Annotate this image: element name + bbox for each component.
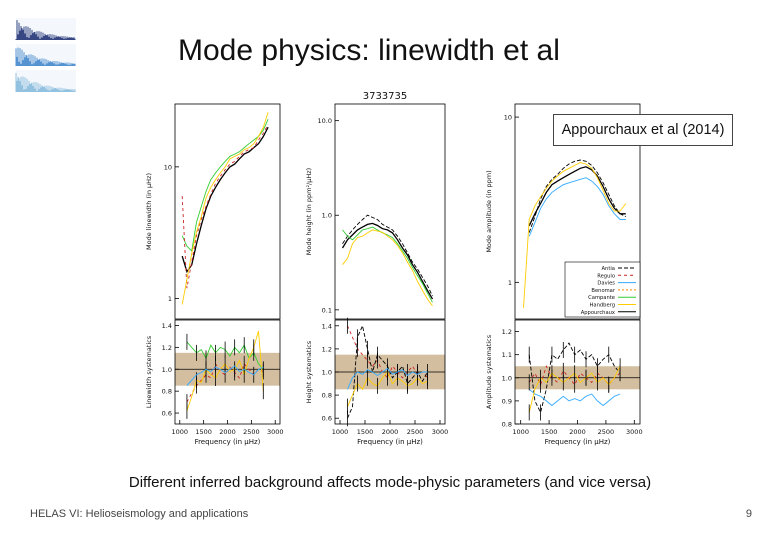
- slide-caption: Different inferred background affects mo…: [128, 474, 652, 491]
- series-line-regulo: [528, 364, 621, 386]
- legend-label: Regulo: [597, 273, 615, 279]
- x-tick-label: 1000: [332, 428, 349, 436]
- x-tick-label: 2500: [598, 428, 615, 436]
- y-tick-label: 10: [504, 114, 512, 122]
- x-axis-label: Frequency (in μHz): [195, 438, 261, 446]
- series-line-handberg: [523, 162, 627, 308]
- y-axis-label: Amplitude systematics: [485, 334, 493, 409]
- series-line-handberg: [181, 112, 269, 305]
- citation-box: Appourchaux et al (2014): [553, 114, 733, 146]
- x-tick-label: 2500: [407, 428, 424, 436]
- x-tick-label: 1500: [541, 428, 558, 436]
- y-tick-label: 1.2: [322, 345, 332, 353]
- x-tick-label: 3000: [432, 428, 449, 436]
- y-tick-label: 0.6: [162, 410, 172, 418]
- x-tick-label: 2000: [219, 428, 236, 436]
- x-axis-label: Frequency (in μHz): [545, 438, 611, 446]
- y-tick-label: 0.1: [322, 306, 332, 314]
- x-axis-label: Frequency (in μHz): [357, 438, 423, 446]
- y-tick-label: 0.8: [322, 392, 332, 400]
- y-tick-label: 10: [164, 163, 172, 171]
- y-axis-label: Mode amplitude (in ppm): [485, 170, 493, 252]
- y-tick-label: 1.0: [322, 369, 332, 377]
- top-panel-1: 0.1 1.0 10.0 Mode height (in ppm²/μHz): [305, 103, 446, 320]
- x-tick-label: 2000: [382, 428, 399, 436]
- series-line-appourchaux: [341, 222, 434, 300]
- x-tick-label: 1000: [512, 428, 529, 436]
- series-line-campante: [342, 226, 433, 303]
- page-number: 9: [745, 508, 752, 520]
- slide-footer: HELAS VI: Helioseismology and applicatio…: [30, 508, 249, 520]
- plot-area: [335, 104, 445, 319]
- series-line-davies: [186, 365, 264, 386]
- systematics-panel-0: 0.6 0.8 1.0 1.2 1.4 Linewidth systematics 1000…: [145, 319, 284, 446]
- thumbnail-spectrum: [15, 72, 76, 92]
- series-line-regulo: [347, 325, 428, 379]
- plot-frame: [334, 103, 446, 320]
- series-line-davies: [347, 367, 428, 390]
- x-tick-label: 2000: [569, 428, 586, 436]
- x-tick-label: 3000: [267, 428, 284, 436]
- legend-label: Appourchaux: [581, 310, 615, 316]
- series-line-antia: [342, 214, 433, 297]
- systematics-panel-1: 0.6 0.8 1.0 1.2 1.4 Height systematics 1000 150…: [305, 317, 449, 446]
- y-axis-label: Height systematics: [305, 340, 313, 403]
- systematics-panel-2: 0.8 0.9 1.0 1.1 1.2 Amplitude systematics 1000…: [485, 319, 643, 446]
- y-tick-label: 0.8: [162, 388, 172, 396]
- series-line-appourchaux: [528, 166, 626, 227]
- y-tick-label: 0.8: [502, 421, 512, 429]
- y-tick-label: 1.1: [502, 351, 512, 359]
- series-line-regulo: [181, 124, 269, 289]
- legend-label: Campante: [588, 295, 615, 301]
- y-tick-label: 1.2: [502, 328, 512, 336]
- legend-label: Davies: [597, 281, 615, 287]
- y-axis-label: Mode height (in ppm²/μHz): [305, 168, 313, 255]
- x-tick-label: 1000: [171, 428, 188, 436]
- y-tick-label: 1: [168, 295, 172, 303]
- series-line-antia: [528, 159, 626, 233]
- top-panel-0: 1 10 Mode linewidth (in μHz): [145, 103, 281, 320]
- figure-title: 3733735: [363, 91, 408, 102]
- y-tick-label: 0.9: [502, 397, 512, 405]
- y-tick-label: 10.0: [318, 117, 332, 125]
- plot-frame: [514, 103, 641, 320]
- y-axis-label: Linewidth systematics: [145, 335, 153, 408]
- legend-label: Handberg: [590, 303, 615, 309]
- x-tick-label: 2500: [243, 428, 260, 436]
- y-axis-label: Mode linewidth (in μHz): [145, 173, 153, 250]
- y-tick-label: 1.0: [162, 366, 172, 374]
- series-line-handberg: [342, 229, 433, 307]
- y-tick-label: 1.0: [322, 212, 332, 220]
- series-line-davies: [528, 388, 621, 407]
- y-tick-label: 1.2: [162, 344, 172, 352]
- y-tick-label: 1: [508, 279, 512, 287]
- x-tick-label: 3000: [626, 428, 643, 436]
- slide-title: Mode physics: linewidth et al: [178, 34, 560, 67]
- series-line-davies: [528, 177, 626, 237]
- y-tick-label: 0.6: [322, 415, 332, 423]
- thumbnail-spectrum: [15, 20, 76, 40]
- legend-label: Antia: [602, 266, 616, 272]
- legend-label: Benomar: [591, 288, 615, 294]
- y-tick-label: 1.4: [322, 322, 332, 330]
- series-line-campante: [181, 119, 269, 252]
- y-tick-label: 1.4: [162, 322, 172, 330]
- x-tick-label: 1500: [195, 428, 212, 436]
- thumbnail-spectrum: [15, 47, 76, 66]
- plot-frame: [174, 103, 281, 320]
- x-tick-label: 1500: [357, 428, 374, 436]
- thumbnail-band: [16, 18, 76, 40]
- plot-area: [175, 104, 280, 319]
- spectrum-thumbnail: [14, 16, 102, 94]
- y-tick-label: 1.0: [502, 374, 512, 382]
- mode-physics-figure: 3733735 1 10 Mode linewidth (in μHz) 0.1 1.0…: [145, 91, 643, 446]
